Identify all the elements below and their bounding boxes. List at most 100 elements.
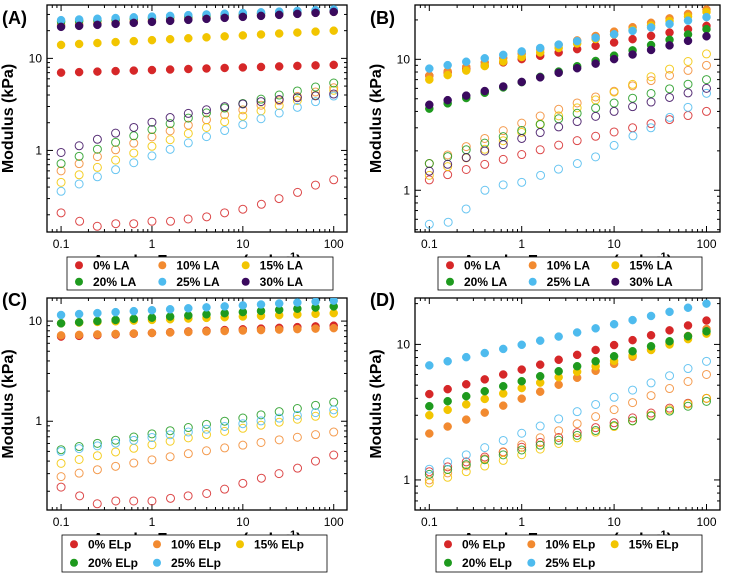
x-tick-label: 100 — [696, 237, 716, 251]
series-30la-loss-point — [165, 113, 175, 123]
series-30la-storage-point — [591, 59, 600, 68]
series-30la-storage-point — [535, 73, 545, 82]
series-0la-loss-point — [256, 199, 266, 209]
series-30la-loss-point — [461, 153, 471, 163]
data-layer — [424, 299, 711, 488]
series-10elp-storage-point — [74, 330, 84, 340]
series-25la-storage-point — [461, 57, 471, 66]
legend-label: 10% ELp — [545, 537, 595, 551]
series-10la-loss-point — [165, 126, 175, 136]
series-15la-storage-point — [443, 70, 452, 80]
series-25elp-loss-point — [572, 407, 582, 417]
series-10la-loss-point — [701, 60, 711, 70]
series-25elp-loss-point — [517, 428, 527, 438]
series-20elp-loss-point — [498, 450, 508, 460]
series-25la-loss-point — [292, 102, 302, 112]
legend-label: 25% ELp — [171, 556, 221, 570]
x-tick-label: 0.1 — [53, 515, 70, 529]
series-15la-loss-point — [147, 141, 157, 151]
series-20la-loss-point — [201, 108, 211, 118]
series-25elp-storage-point — [329, 298, 338, 305]
series-15la-loss-point — [292, 95, 302, 105]
panel-d: 0.1110100110Angular Frequency (rad s-1)M… — [368, 290, 721, 573]
series-10elp-storage-point — [202, 327, 211, 336]
series-10elp-loss-point — [111, 461, 121, 471]
series-15elp-loss-point — [183, 433, 193, 443]
series-20elp-loss-point — [665, 406, 675, 416]
series-20la-loss-point — [74, 151, 84, 161]
series-30la-loss-point — [274, 95, 284, 105]
series-20elp-loss-point — [572, 430, 582, 440]
series-30la-storage-point — [93, 20, 102, 30]
x-tick-label: 10 — [236, 237, 250, 251]
series-30la-loss-point — [129, 122, 139, 132]
series-20elp-storage-point — [498, 381, 508, 391]
series-15elp-loss-point — [517, 450, 527, 460]
series-20elp-storage-point — [147, 313, 157, 322]
series-10elp-storage-point — [184, 327, 193, 337]
series-20la-loss-point — [165, 119, 175, 129]
series-10la-loss-point — [665, 70, 675, 80]
x-tick-label: 100 — [324, 237, 344, 251]
series-15elp-loss-point — [220, 426, 230, 436]
series-0la-loss-point — [147, 216, 157, 226]
legend-entry: 30% LA — [241, 275, 303, 289]
legend-marker — [527, 558, 536, 567]
series-15elp-loss-point — [74, 454, 84, 464]
series-0elp-storage-point — [425, 389, 434, 399]
series-25elp-storage-point — [220, 302, 229, 311]
series-25elp-storage-point — [646, 311, 656, 321]
y-axis-label: Modulus (kPa) — [368, 64, 385, 173]
legend-marker — [611, 261, 620, 270]
series-25elp-storage-point — [184, 304, 193, 313]
series-20elp-loss-point — [201, 419, 211, 429]
series-10elp-loss-point — [443, 468, 453, 478]
series-15elp-loss-point — [480, 461, 490, 471]
series-25elp-loss-point — [292, 410, 302, 420]
series-25la-storage-point — [702, 12, 711, 22]
series-15la-storage-point — [256, 30, 266, 39]
series-30la-storage-point — [184, 15, 193, 25]
series-25la-loss-point — [553, 164, 563, 174]
series-10la-loss-point — [129, 138, 139, 148]
series-0la-storage-point — [646, 31, 656, 41]
series-30la-storage-point — [572, 63, 582, 73]
series-25la-storage-point — [443, 60, 452, 70]
series-25la-storage-point — [498, 50, 508, 60]
series-15elp-loss-point — [165, 436, 175, 446]
series-15la-loss-point — [683, 57, 693, 67]
series-25elp-loss-point — [92, 441, 102, 451]
series-10elp-storage-point — [461, 415, 471, 424]
series-20la-loss-point — [628, 93, 638, 103]
series-15elp-loss-point — [111, 447, 121, 457]
series-25la-loss-point — [646, 123, 656, 133]
series-25elp-loss-point — [238, 419, 248, 429]
series-25la-loss-point — [701, 88, 711, 98]
legend-marker — [236, 540, 244, 549]
series-25elp-storage-point — [74, 309, 84, 319]
series-25elp-loss-point — [424, 464, 434, 474]
series-30la-storage-point — [256, 11, 266, 21]
panel-c: 0.1110100110Angular Frequency (rad s-1)M… — [0, 290, 348, 573]
series-10la-loss-point — [147, 132, 157, 142]
legend-marker — [446, 261, 454, 270]
series-30la-storage-point — [202, 14, 211, 24]
series-0elp-storage-point — [480, 375, 489, 384]
series-25la-storage-point — [665, 19, 674, 29]
series-15la-storage-point — [274, 29, 284, 38]
legend-entry: 15% LA — [241, 258, 303, 272]
series-10elp-storage-point — [425, 429, 434, 438]
series-0elp-loss-point — [111, 496, 121, 506]
series-20elp-storage-point — [184, 311, 193, 320]
series-25elp-loss-point — [183, 427, 193, 437]
legend-marker — [528, 261, 537, 270]
series-20la-loss-point — [183, 113, 193, 123]
plot-frame — [46, 4, 348, 233]
series-15la-loss-point — [256, 106, 266, 116]
series-10la-loss-point — [56, 166, 66, 176]
series-0elp-storage-point — [443, 384, 452, 394]
x-tick-label: 10 — [607, 237, 621, 251]
series-25elp-storage-point — [256, 300, 266, 309]
series-30la-loss-point — [498, 140, 508, 150]
